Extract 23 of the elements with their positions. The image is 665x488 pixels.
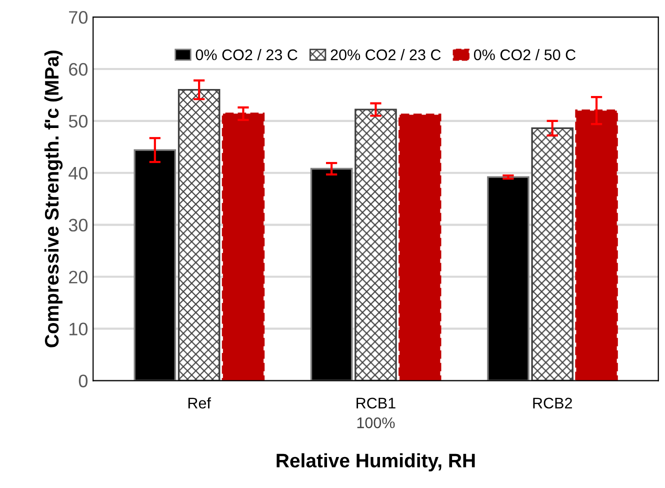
y-tick-label: 60 (69, 62, 88, 76)
y-tick-label: 40 (68, 166, 88, 180)
y-axis-title: Compressive Strength. f'c (MPa) (44, 50, 63, 348)
y-tick-label: 50 (68, 114, 88, 128)
y-tick-label: 30 (68, 218, 88, 232)
x-axis-title: Relative Humidity, RH (276, 453, 475, 472)
bar (178, 88, 220, 381)
bar (531, 127, 574, 381)
bar (398, 114, 442, 381)
legend-label: 0% CO2 / 50 C (474, 49, 576, 60)
bar (222, 112, 265, 381)
y-tick-label: 70 (69, 11, 88, 24)
x-tick-label: RCB2 (533, 398, 572, 409)
y-tick-label: 0 (78, 374, 88, 388)
bar (354, 108, 397, 381)
legend-label: 20% CO2 / 23 C (330, 49, 441, 60)
y-tick-label: 10 (70, 322, 88, 336)
legend-label: 0% CO2 / 23 C (196, 49, 298, 60)
x-tick-label: RCB1 (356, 398, 396, 409)
bar (575, 110, 618, 381)
text: 100% (357, 417, 395, 428)
y-tick-label: 20 (69, 270, 88, 284)
x-tick-label: Ref (188, 397, 211, 409)
